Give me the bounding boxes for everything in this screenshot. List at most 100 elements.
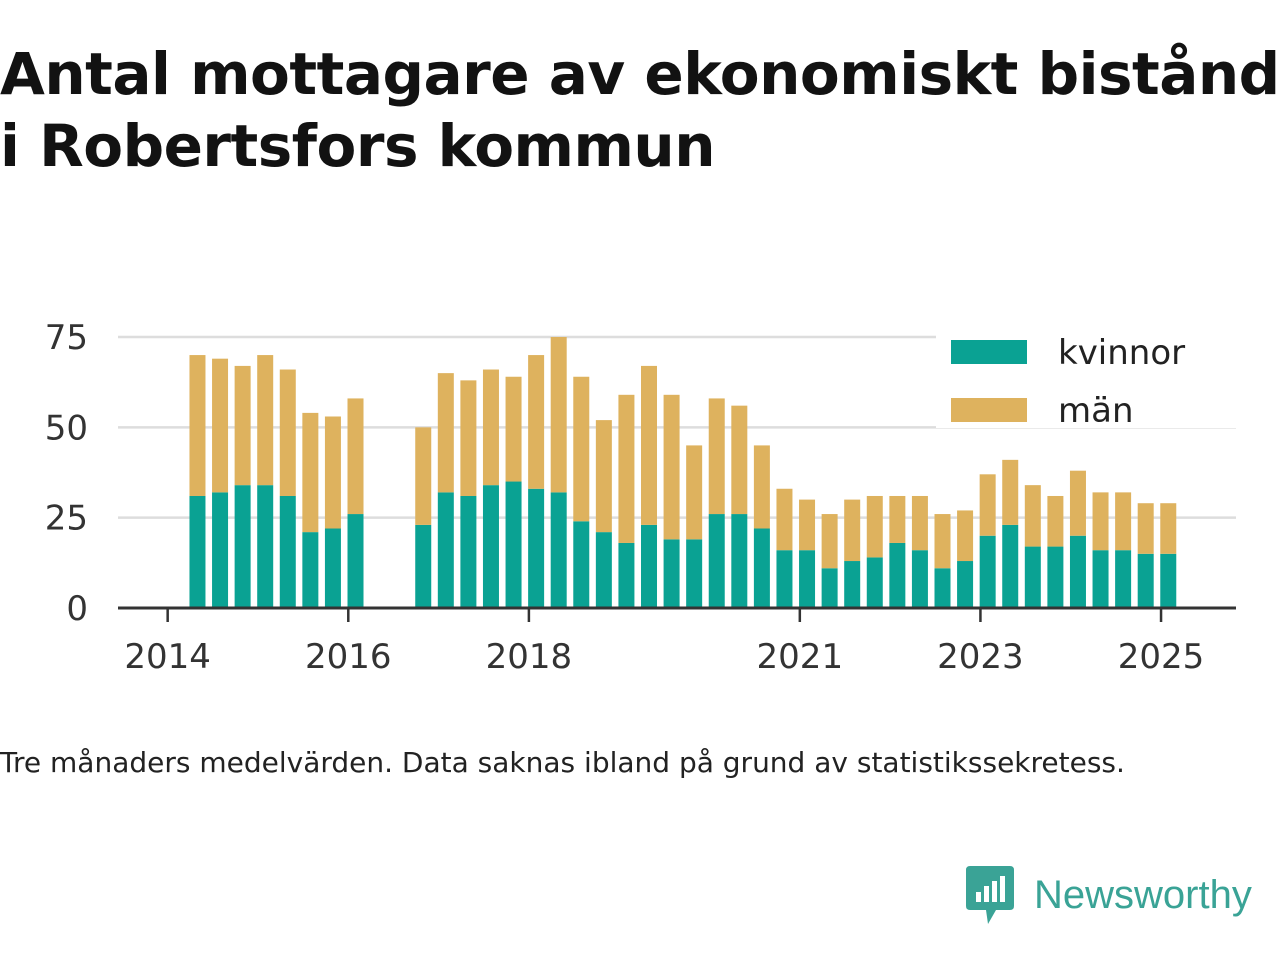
bar-kvinnor-12: [505, 481, 522, 608]
bar-kvinnor-30: [911, 550, 928, 608]
bar-man-23: [753, 445, 770, 529]
bar-kvinnor-1: [212, 492, 229, 608]
bar-kvinnor-17: [618, 542, 635, 608]
bar-man-0: [189, 355, 206, 496]
bar-man-7: [347, 398, 364, 515]
bar-kvinnor-6: [324, 528, 341, 608]
bar-kvinnor-10: [460, 495, 477, 608]
bar-kvinnor-39: [1115, 550, 1132, 608]
bar-kvinnor-31: [934, 568, 951, 608]
bar-kvinnor-23: [753, 528, 770, 608]
bar-kvinnor-2: [234, 485, 251, 608]
bar-man-36: [1047, 495, 1064, 547]
bar-man-5: [302, 412, 319, 533]
bar-kvinnor-20: [686, 539, 703, 608]
bar-kvinnor-7: [347, 514, 364, 608]
bar-man-11: [482, 369, 499, 486]
y-tick-label-50: 50: [45, 408, 88, 448]
bar-man-3: [257, 355, 274, 486]
bar-man-39: [1115, 492, 1132, 551]
x-tick-label-2023: 2023: [937, 637, 1024, 677]
bar-kvinnor-11: [482, 485, 499, 608]
y-tick-label-25: 25: [45, 499, 88, 539]
bar-kvinnor-27: [844, 561, 861, 608]
bar-kvinnor-26: [821, 568, 838, 608]
bar-kvinnor-19: [663, 539, 680, 608]
x-tick-label-2018: 2018: [486, 637, 573, 677]
bar-kvinnor-4: [279, 495, 296, 608]
bar-man-13: [528, 355, 545, 489]
bar-kvinnor-33: [979, 535, 996, 608]
bar-kvinnor-9: [437, 492, 454, 608]
bar-man-24: [776, 488, 793, 551]
bar-man-20: [686, 445, 703, 540]
bar-man-22: [731, 405, 748, 515]
bar-kvinnor-29: [889, 542, 906, 608]
bar-man-30: [911, 495, 928, 551]
bar-man-28: [866, 495, 883, 558]
bar-man-9: [437, 373, 454, 493]
bar-kvinnor-21: [708, 514, 725, 608]
brand-name: Newsworthy: [1034, 872, 1252, 917]
bar-kvinnor-16: [595, 532, 612, 608]
bar-kvinnor-41: [1160, 553, 1177, 608]
bar-man-26: [821, 514, 838, 569]
bar-man-34: [1002, 459, 1019, 525]
bar-man-25: [799, 499, 816, 551]
bar-man-41: [1160, 503, 1177, 554]
bar-man-27: [844, 499, 861, 562]
x-tick-label-2025: 2025: [1118, 637, 1205, 677]
legend-swatch-1: [951, 398, 1027, 422]
bar-kvinnor-32: [957, 561, 974, 608]
bar-kvinnor-8: [415, 524, 432, 608]
footnote: Tre månaders medelvärden. Data saknas ib…: [0, 746, 1125, 779]
chart-title-line-2: i Robertsfors kommun: [0, 112, 716, 180]
bar-man-19: [663, 394, 680, 540]
bar-kvinnor-13: [528, 488, 545, 608]
bar-man-21: [708, 398, 725, 515]
bar-man-18: [641, 365, 658, 525]
chart-title: Antal mottagare av ekonomiskt bistånd i …: [0, 38, 1280, 182]
bar-kvinnor-28: [866, 557, 883, 608]
bar-kvinnor-5: [302, 532, 319, 608]
bar-kvinnor-37: [1069, 535, 1086, 608]
bar-man-14: [550, 337, 567, 493]
bar-kvinnor-25: [799, 550, 816, 608]
bar-man-16: [595, 420, 612, 533]
legend-label-1: män: [1058, 391, 1134, 431]
bar-chart: 0 25 50 75 2014 2016 2018 2021 2023 2025 kvinnor m…: [45, 318, 1236, 677]
bar-man-4: [279, 369, 296, 496]
bar-kvinnor-22: [731, 514, 748, 608]
bar-man-17: [618, 394, 635, 543]
x-tick-label-2016: 2016: [305, 637, 392, 677]
bar-kvinnor-36: [1047, 546, 1064, 608]
bar-man-38: [1092, 492, 1109, 551]
bar-kvinnor-14: [550, 492, 567, 608]
bar-kvinnor-0: [189, 495, 206, 608]
bar-man-31: [934, 514, 951, 569]
legend-swatch-0: [951, 340, 1027, 364]
bar-man-15: [573, 376, 590, 522]
legend: kvinnor män: [936, 326, 1236, 431]
bar-kvinnor-18: [641, 524, 658, 608]
axes: 0 25 50 75 2014 2016 2018 2021 2023 2025: [45, 318, 1236, 677]
bar-man-35: [1024, 485, 1041, 547]
bar-kvinnor-34: [1002, 524, 1019, 608]
bar-man-32: [957, 510, 974, 562]
bar-kvinnor-35: [1024, 546, 1041, 608]
bar-man-1: [212, 358, 229, 493]
bar-man-40: [1137, 503, 1154, 554]
y-tick-label-0: 0: [66, 589, 88, 629]
bar-man-2: [234, 365, 251, 486]
chart-title-line-1: Antal mottagare av ekonomiskt bistånd: [0, 40, 1280, 108]
brand[interactable]: Newsworthy: [964, 864, 1252, 926]
bar-kvinnor-24: [776, 550, 793, 608]
bar-man-29: [889, 495, 906, 543]
bar-man-6: [324, 416, 341, 529]
bar-kvinnor-38: [1092, 550, 1109, 608]
legend-label-0: kvinnor: [1058, 333, 1185, 373]
bar-kvinnor-3: [257, 485, 274, 608]
bar-man-33: [979, 474, 996, 536]
bar-kvinnor-40: [1137, 553, 1154, 608]
bar-man-12: [505, 376, 522, 482]
